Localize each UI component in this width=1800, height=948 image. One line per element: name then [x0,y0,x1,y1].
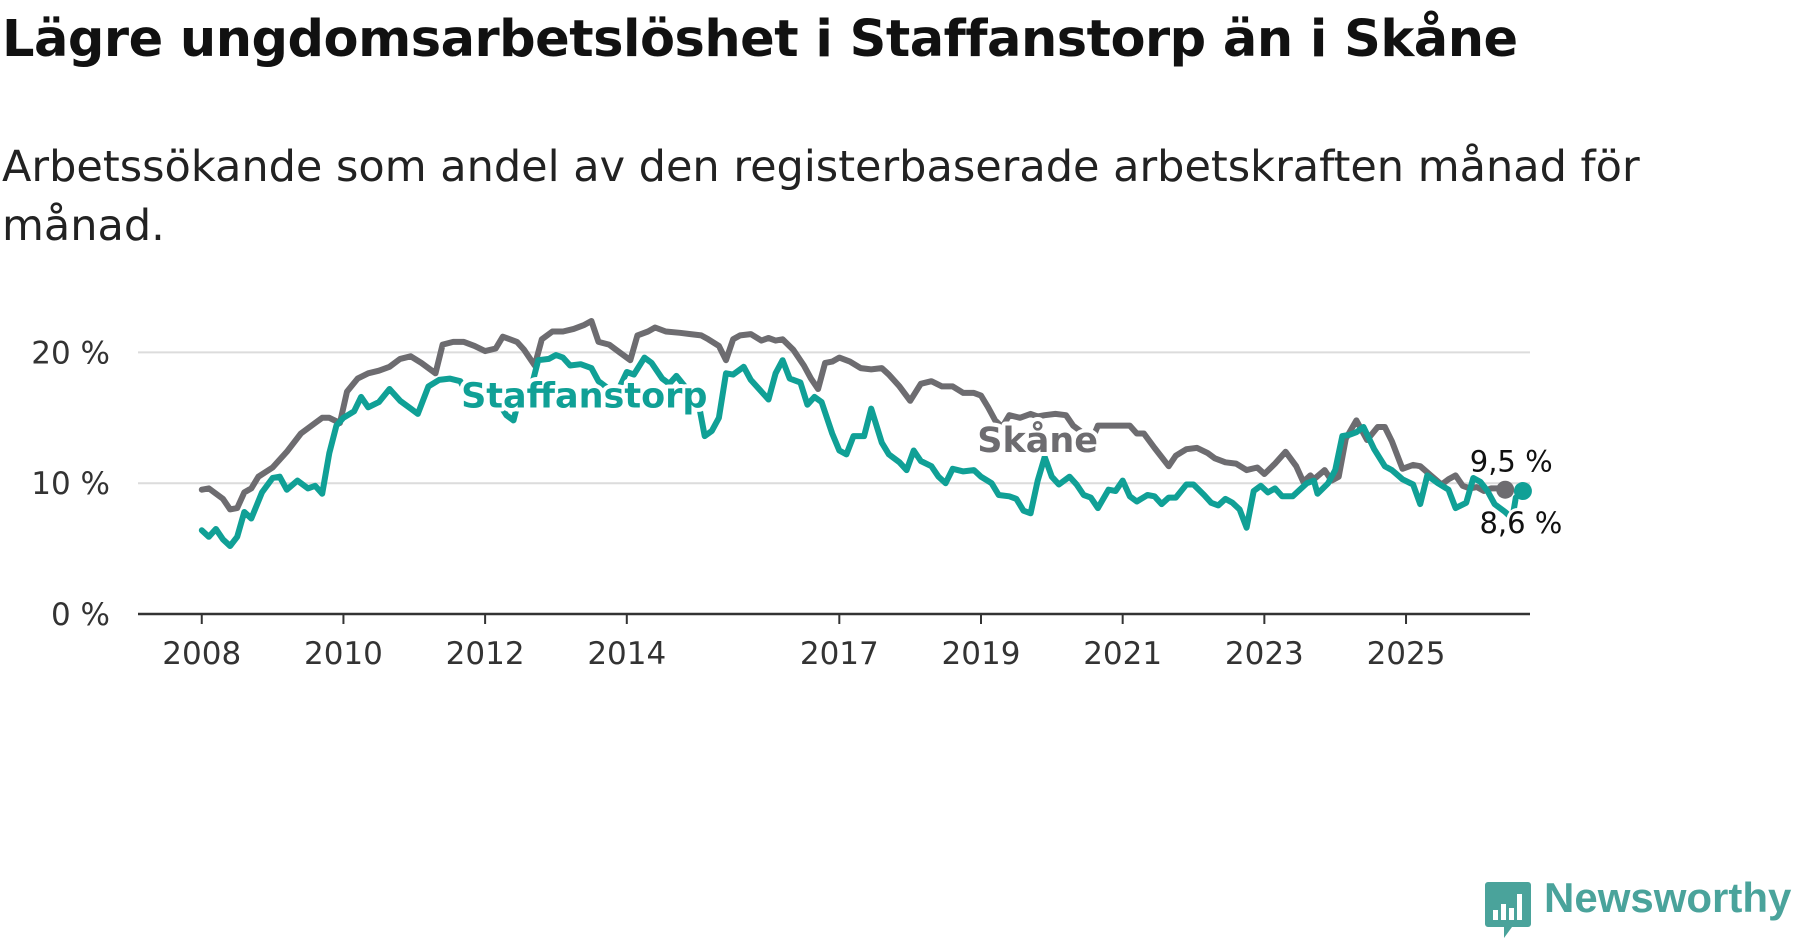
x-tick-label: 2014 [587,636,666,672]
y-tick-label: 20 % [31,335,110,371]
brand-name: Newsworthy [1544,874,1792,921]
series-end-marker-staffanstorp [1513,482,1532,501]
y-tick-label: 10 % [31,466,110,502]
series-lines [198,318,1532,549]
y-axis-ticks: 0 % 10 % 20 % [31,335,110,633]
series-labels: Skåne Staffanstorp 9,5 % 8,6 % [457,372,1565,543]
series-end-marker-sk-ne [1496,480,1515,499]
newsworthy-brand: Newsworthy [1484,868,1800,948]
x-axis: 2008 2010 2012 2014 2017 2019 2021 2023 2025 [138,612,1530,672]
chart-subtitle: Arbetssökande som andel av den registerb… [2,142,1640,251]
x-tick-label: 2010 [304,636,383,672]
series-label-staffanstorp: Staffanstorp [461,376,707,416]
newsworthy-logo-icon [1485,882,1531,938]
x-tick-label: 2025 [1367,636,1446,672]
x-tick-label: 2017 [800,636,879,672]
x-tick-label: 2023 [1225,636,1304,672]
x-tick-label: 2012 [446,636,525,672]
x-tick-label: 2008 [162,636,241,672]
end-value-label-skane: 9,5 % [1470,445,1553,479]
x-tick-label: 2019 [942,636,1021,672]
series-line-sk-ne [198,318,1509,513]
chart-title: Lägre ungdomsarbetslöshet i Staffanstorp… [2,10,1518,69]
series-label-sk-ne: Skåne [977,420,1098,461]
grid-lines [138,351,1530,485]
end-value-label-staffanstorp: 8,6 % [1479,506,1562,540]
x-tick-label: 2021 [1083,636,1162,672]
y-tick-label: 0 % [51,597,110,633]
series-line-staffanstorp [198,352,1526,549]
